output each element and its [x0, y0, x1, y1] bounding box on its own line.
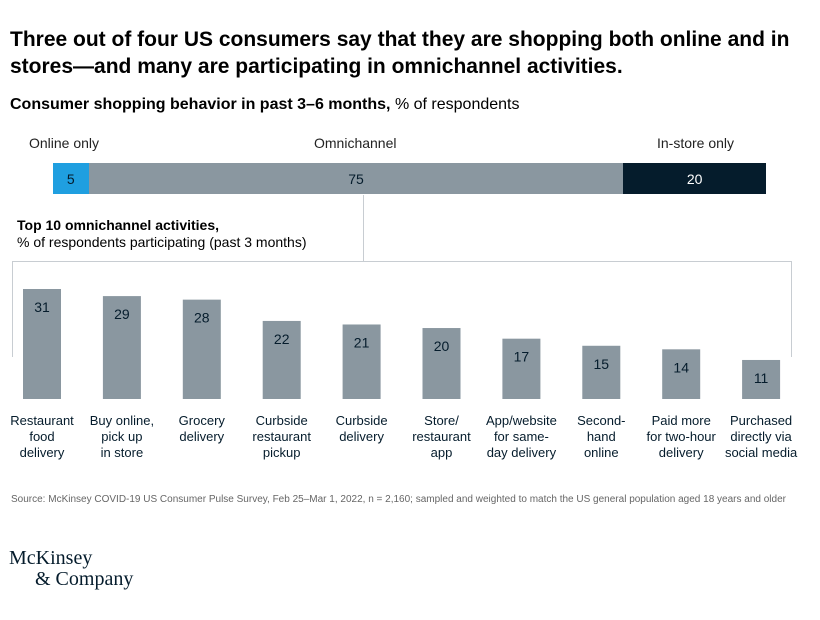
activity-category-label: Curbside delivery	[336, 413, 388, 444]
activities-title: Top 10 omnichannel activities,	[17, 217, 220, 233]
activity-value-label: 28	[194, 310, 210, 326]
activity-category-label: Store/restaurant app	[412, 413, 471, 460]
activity-bar	[422, 328, 461, 399]
activity-category-label: Curbside restaurant pickup	[252, 413, 311, 460]
segment-value-omnichannel: 75	[348, 170, 364, 187]
activity-category-label: Grocery delivery	[179, 413, 226, 444]
activity-value-label: 14	[673, 359, 689, 375]
segment-label-in-store-only: In-store only	[657, 135, 735, 151]
activity-category-label: App/website for same-day delivery	[486, 413, 557, 460]
subtitle-unit: % of respondents	[394, 96, 520, 113]
segment-value-in-store-only: 20	[686, 170, 703, 187]
activity-bar	[742, 359, 781, 399]
activity-value-label: 20	[434, 338, 450, 354]
activity-bar	[182, 299, 221, 399]
stacked-segment-omnichannel: 75	[88, 163, 624, 194]
segment-value-online-only: 5	[66, 170, 75, 187]
bracket-connector	[12, 195, 792, 357]
segment-label-online-only: Online only	[29, 135, 100, 151]
chart-subtitle: Consumer shopping behavior in past 3–6 m…	[10, 96, 519, 114]
source-note: Source: McKinsey COVID-19 US Consumer Pu…	[11, 494, 786, 505]
activity-bar	[582, 345, 621, 399]
activity-category-label: Purchased directly via social media	[725, 413, 798, 460]
logo-line-2: & Company	[35, 568, 134, 590]
activity-value-label: 11	[754, 370, 769, 386]
activities-bar-chart: 31 Restaurant food delivery 29 Buy online, pic…	[10, 195, 798, 460]
activity-category-label: Paid more for two-hour delivery	[647, 413, 717, 460]
subtitle-bold: Consumer shopping behavior in past 3–6 m…	[10, 96, 391, 113]
activity-value-label: 31	[34, 299, 50, 315]
activity-category-label: Second-hand online	[577, 413, 625, 460]
chart-headline: Three out of four US consumers say that …	[10, 28, 790, 78]
activity-value-label: 17	[514, 349, 530, 365]
activities-subtitle: % of respondents participating (past 3 m…	[17, 234, 307, 250]
activities-chart-title: Top 10 omnichannel activities, % of resp…	[17, 217, 307, 251]
activity-value-label: 15	[594, 356, 610, 372]
activity-bar	[502, 338, 541, 399]
stacked-segment-online-only: 5	[53, 163, 89, 194]
activity-value-label: 21	[354, 334, 370, 350]
activity-value-label: 29	[114, 306, 130, 322]
activity-bar	[102, 296, 141, 399]
activity-bar	[662, 349, 701, 399]
activity-value-label: 22	[274, 331, 290, 347]
activity-bar	[262, 320, 301, 399]
mckinsey-logo: McKinsey & Company	[9, 548, 133, 590]
activity-bar	[23, 289, 61, 399]
segment-label-omnichannel: Omnichannel	[314, 135, 397, 151]
stacked-segment-in-store-only: 20	[623, 163, 766, 194]
activity-category-label: Buy online, pick up in store	[90, 413, 154, 460]
activity-bar	[342, 324, 381, 399]
logo-line-1: McKinsey	[9, 547, 93, 569]
activity-category-label: Restaurant food delivery	[10, 413, 74, 460]
